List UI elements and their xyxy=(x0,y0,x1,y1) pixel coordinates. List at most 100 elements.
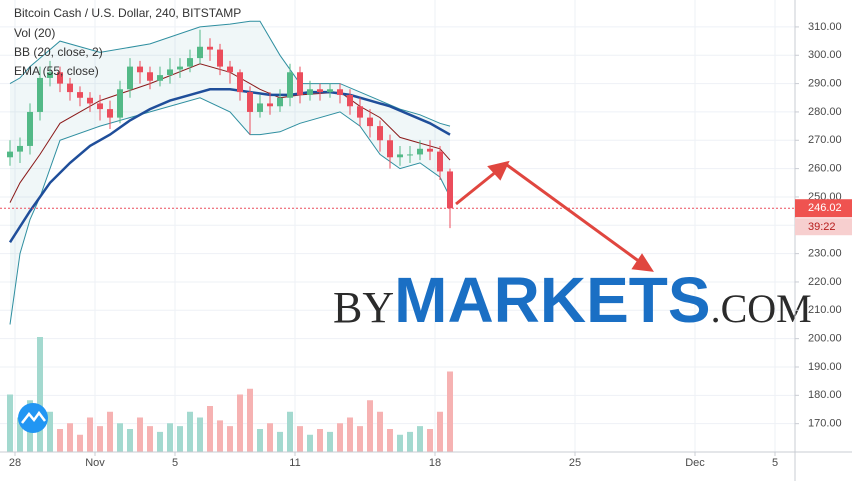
x-tick-label: 5 xyxy=(172,457,178,469)
volume-bar xyxy=(97,426,103,452)
last-price-tag xyxy=(795,199,852,218)
y-tick-label: 210.00 xyxy=(808,304,842,316)
volume-bar xyxy=(107,411,113,452)
volume-bar xyxy=(427,429,433,452)
volume-bar xyxy=(277,431,283,452)
volume-bar xyxy=(357,426,363,452)
y-tick-label: 230.00 xyxy=(808,248,842,260)
candle-body xyxy=(57,72,63,84)
volume-bar xyxy=(7,394,13,452)
arrows xyxy=(455,160,654,272)
volume-bar xyxy=(67,423,73,452)
arrow-up xyxy=(455,169,498,206)
volume-bar xyxy=(57,429,63,452)
volume-bar xyxy=(327,431,333,452)
y-tick-label: 310.00 xyxy=(808,21,842,33)
volume-bar xyxy=(207,406,213,452)
candle-body xyxy=(107,109,113,118)
x-tick-label: 28 xyxy=(9,457,21,469)
volume-bar xyxy=(17,417,23,452)
logo-glyph xyxy=(21,410,46,424)
volume-bar xyxy=(177,426,183,452)
volume-bar xyxy=(237,394,243,452)
y-tick-label: 300.00 xyxy=(808,49,842,61)
candle-body xyxy=(17,145,23,152)
candle-body xyxy=(437,151,443,172)
candle-body xyxy=(77,92,83,98)
volume-bar xyxy=(377,411,383,452)
candle-body xyxy=(7,151,13,158)
volume-bar xyxy=(407,431,413,452)
axes: 170.00 180.00 190.00 200.00 210.00 220.00 230.… xyxy=(9,21,852,469)
candle-body xyxy=(257,103,263,112)
volume-bar xyxy=(227,426,233,452)
volume-bar xyxy=(167,423,173,452)
candle-body xyxy=(207,46,213,50)
candle-body xyxy=(377,126,383,141)
last-price-label: 246.02 xyxy=(808,202,842,214)
volume-bar xyxy=(257,429,263,452)
watermark: BYMARKETS.COM xyxy=(333,264,812,336)
candle-body xyxy=(237,72,243,93)
x-tick-label: 11 xyxy=(289,457,300,469)
candle-body xyxy=(297,72,303,95)
candle-body xyxy=(137,66,143,73)
volume-bar xyxy=(387,429,393,452)
volume-bar xyxy=(117,423,123,452)
volume-bar xyxy=(37,337,43,452)
candle-body xyxy=(147,72,153,81)
candle-body xyxy=(447,171,453,209)
y-tick-label: 290.00 xyxy=(808,78,842,90)
countdown-label: 39:22 xyxy=(808,221,836,233)
volume-bar xyxy=(317,429,323,452)
candle-body xyxy=(97,103,103,110)
volume-bar xyxy=(187,411,193,452)
candle-body xyxy=(407,154,413,156)
volume-bar xyxy=(337,423,343,452)
x-tick-label: 18 xyxy=(429,457,441,469)
volume-bar xyxy=(347,417,353,452)
candle-body xyxy=(127,66,133,90)
candle-body xyxy=(217,49,223,67)
candle-body xyxy=(327,89,333,93)
volume-bar xyxy=(217,420,223,452)
watermark-brand: MARKETS xyxy=(394,264,710,336)
volume-bar xyxy=(297,426,303,452)
arrow-head xyxy=(487,160,510,181)
volume-bar xyxy=(157,431,163,452)
candle-body xyxy=(367,117,373,127)
volume-bar xyxy=(47,411,53,452)
arrow-head xyxy=(631,253,654,272)
logo[interactable] xyxy=(18,403,48,433)
volume-bar xyxy=(247,388,253,452)
y-tick-label: 170.00 xyxy=(808,418,842,430)
candle-body xyxy=(37,77,43,112)
band-basis xyxy=(9,63,451,203)
band-upper xyxy=(9,20,451,127)
candle-body xyxy=(47,72,53,78)
indicator-label: Vol (20) xyxy=(14,26,55,40)
volume-bar xyxy=(447,371,453,452)
candle-body xyxy=(197,46,203,59)
ema-line xyxy=(8,88,451,243)
candle-body xyxy=(157,75,163,81)
candle-body xyxy=(67,83,73,93)
candle-body xyxy=(27,111,33,146)
y-tick-label: 260.00 xyxy=(808,163,842,175)
volume-bar xyxy=(367,400,373,452)
candle-body xyxy=(177,66,183,70)
candle-body xyxy=(417,148,423,155)
volume-bar xyxy=(77,434,83,452)
countdown-tag xyxy=(795,218,852,236)
y-tick-label: 270.00 xyxy=(808,134,842,146)
volume-bar xyxy=(197,417,203,452)
candle-body xyxy=(317,89,323,93)
candle-body xyxy=(337,89,343,95)
volume-bar xyxy=(417,426,423,452)
candle-body xyxy=(387,140,393,158)
candle-body xyxy=(277,97,283,107)
volume-bar xyxy=(287,411,293,452)
indicator-label: EMA (55, close) xyxy=(14,64,99,78)
arrow-down xyxy=(506,163,641,264)
